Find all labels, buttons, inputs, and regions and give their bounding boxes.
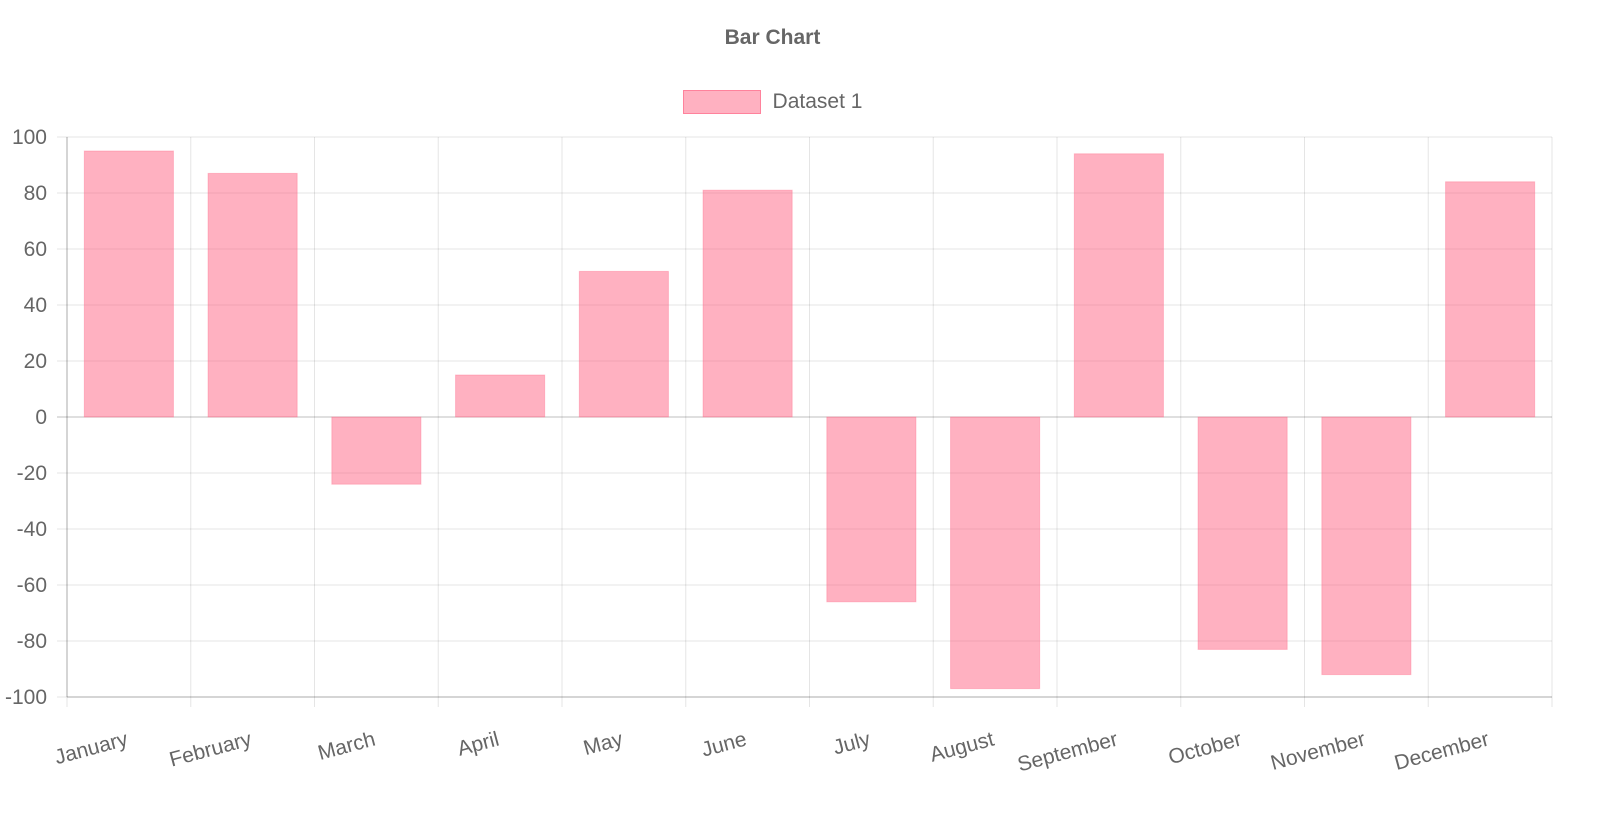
x-tick-label: December — [1392, 728, 1492, 775]
x-tick-label: May — [581, 727, 626, 760]
bar-march — [331, 416, 422, 485]
bar-august — [950, 416, 1041, 690]
y-tick-label: -60 — [17, 574, 47, 597]
bar-october — [1197, 416, 1288, 650]
y-tick-label: -40 — [17, 518, 47, 541]
x-tick-label: July — [831, 727, 874, 759]
bar-january — [83, 150, 174, 418]
legend-label-dataset-1[interactable]: Dataset 1 — [772, 90, 863, 113]
x-tick-label: October — [1166, 728, 1244, 770]
x-tick-label: March — [315, 728, 377, 765]
legend-swatch-dataset-1[interactable] — [682, 90, 761, 114]
bar-february — [207, 172, 298, 418]
chart-title: Bar Chart — [724, 26, 821, 49]
legend: Dataset 1 — [0, 90, 1545, 114]
bar-may — [578, 270, 669, 418]
bar-december — [1445, 181, 1536, 418]
y-tick-label: -80 — [17, 630, 47, 653]
x-tick-label: April — [455, 728, 502, 761]
y-tick-label: 80 — [24, 182, 47, 205]
bar-april — [455, 374, 546, 418]
x-tick-label: June — [699, 728, 749, 762]
y-tick-label: 40 — [24, 294, 47, 317]
bar-september — [1073, 153, 1164, 418]
x-tick-label: September — [1015, 728, 1120, 777]
x-tick-label: August — [927, 728, 996, 767]
y-tick-label: 20 — [24, 350, 47, 373]
y-tick-label: -100 — [5, 686, 47, 709]
x-tick-label: November — [1268, 728, 1368, 775]
x-tick-label: February — [167, 727, 255, 771]
bar-july — [826, 416, 917, 603]
y-tick-label: -20 — [17, 462, 47, 485]
bar-november — [1321, 416, 1412, 676]
y-tick-label: 0 — [35, 406, 47, 429]
x-tick-label: January — [52, 727, 131, 769]
y-tick-label: 60 — [24, 238, 47, 261]
bar-june — [702, 189, 793, 418]
y-tick-label: 100 — [12, 126, 47, 149]
